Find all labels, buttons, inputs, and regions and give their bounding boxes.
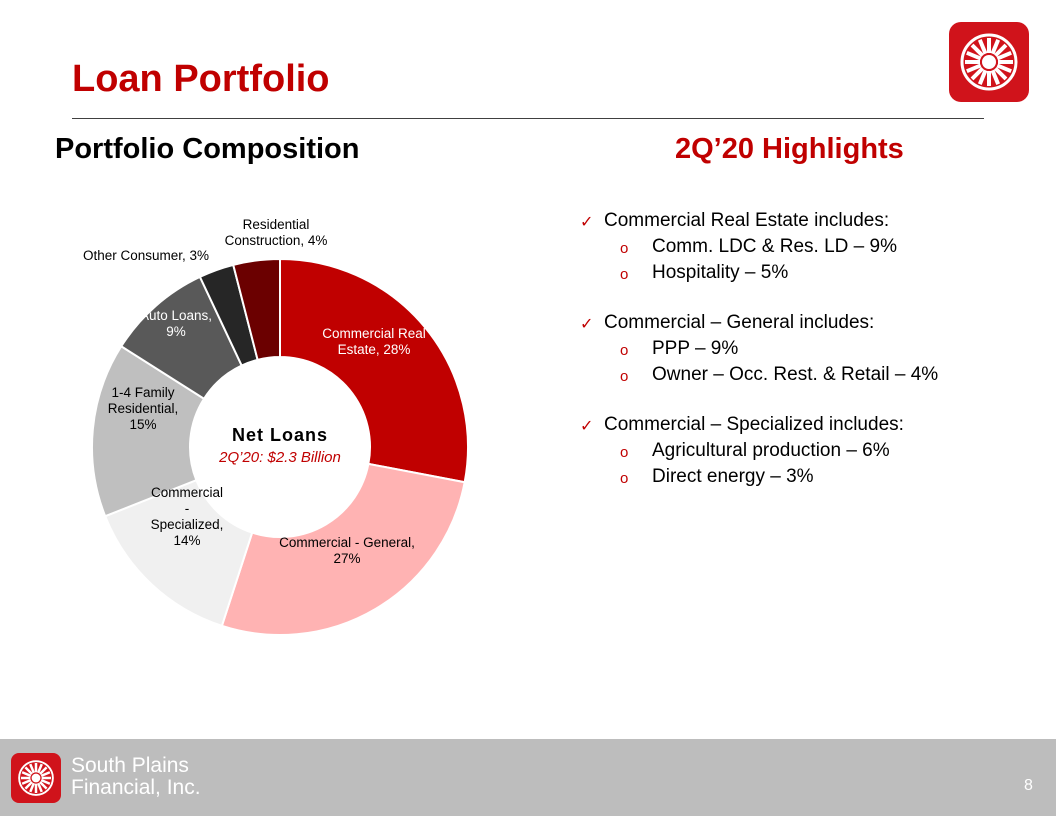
highlight-group: ✓ Commercial Real Estate includes: o Com… <box>580 210 1020 288</box>
company-name-line: Financial, Inc. <box>71 776 201 799</box>
slice-label: Auto Loans, 9% <box>140 308 212 339</box>
company-name-line: South Plains <box>71 754 189 777</box>
checkmark-icon: ✓ <box>580 418 594 435</box>
chart-center-title: Net Loans <box>232 425 328 445</box>
circle-bullet-icon: o <box>620 240 629 257</box>
donut-slice <box>279 257 469 484</box>
chart-center-subtitle: 2Q’20: $2.3 Billion <box>218 449 341 466</box>
title-divider <box>72 118 984 119</box>
highlight-item: ✓ Commercial – Specialized includes: <box>580 414 1020 440</box>
circle-bullet-icon: o <box>620 342 629 359</box>
highlights-list: ✓ Commercial Real Estate includes: o Com… <box>580 210 1020 516</box>
highlight-item: ✓ Commercial Real Estate includes: <box>580 210 1020 236</box>
sunburst-logo-icon <box>11 753 61 803</box>
highlight-subitem-text: Direct energy – 3% <box>652 466 814 487</box>
slice-label: 1-4 Family Residential, 15% <box>108 385 179 432</box>
circle-bullet-icon: o <box>620 444 629 461</box>
highlight-subitem: o Agricultural production – 6% <box>580 440 1020 466</box>
checkmark-icon: ✓ <box>580 316 594 333</box>
highlight-subitem: o Direct energy – 3% <box>580 466 1020 492</box>
highlight-subitem: o Owner – Occ. Rest. & Retail – 4% <box>580 364 1020 390</box>
slice-label: Other Consumer, 3% <box>83 248 209 263</box>
highlight-item: ✓ Commercial – General includes: <box>580 312 1020 338</box>
circle-bullet-icon: o <box>620 470 629 487</box>
highlight-group: ✓ Commercial – Specialized includes: o A… <box>580 414 1020 492</box>
footer-bar: South Plains Financial, Inc. 8 <box>0 739 1056 816</box>
slice-label: Commercial Real Estate, 28% <box>322 326 426 357</box>
highlight-subitem-text: PPP – 9% <box>652 338 739 359</box>
slice-label: Commercial -Specialized, 14% <box>151 485 224 548</box>
highlight-subitem-text: Agricultural production – 6% <box>652 440 890 461</box>
highlight-subitem-text: Hospitality – 5% <box>652 262 789 283</box>
highlight-group: ✓ Commercial – General includes: o PPP –… <box>580 312 1020 390</box>
loan-composition-donut-chart: Commercial Real Estate, 28% Commercial - G… <box>83 217 469 636</box>
company-name: South Plains Financial, Inc. <box>71 755 201 799</box>
slice-label: Residential Construction, 4% <box>225 217 328 248</box>
highlight-subitem: o Comm. LDC & Res. LD – 9% <box>580 236 1020 262</box>
portfolio-composition-heading: Portfolio Composition <box>55 133 360 165</box>
highlight-text: Commercial Real Estate includes: <box>604 210 890 231</box>
page-title: Loan Portfolio <box>72 58 330 100</box>
donut-slice <box>91 344 206 518</box>
sunburst-logo-icon <box>949 22 1029 102</box>
checkmark-icon: ✓ <box>580 214 594 231</box>
highlights-heading: 2Q’20 Highlights <box>675 133 904 165</box>
highlight-subitem-text: Comm. LDC & Res. LD – 9% <box>652 236 897 257</box>
circle-bullet-icon: o <box>620 368 629 385</box>
circle-bullet-icon: o <box>620 266 629 283</box>
slice-label: Commercial - General, 27% <box>279 535 415 566</box>
highlight-subitem: o Hospitality – 5% <box>580 262 1020 288</box>
page-number: 8 <box>1024 777 1033 794</box>
highlight-text: Commercial – General includes: <box>604 312 875 333</box>
highlight-subitem-text: Owner – Occ. Rest. & Retail – 4% <box>652 364 939 385</box>
donut-slice <box>232 257 281 362</box>
highlight-subitem: o PPP – 9% <box>580 338 1020 364</box>
highlight-text: Commercial – Specialized includes: <box>604 414 904 435</box>
donut-slice <box>220 462 466 636</box>
